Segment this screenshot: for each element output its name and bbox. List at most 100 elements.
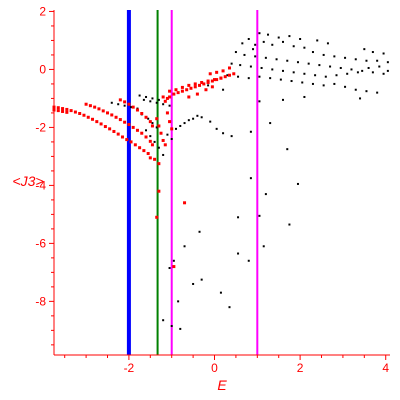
data-point-s0-136	[299, 37, 302, 40]
data-point-s0-90	[339, 66, 342, 69]
data-point-s0-107	[356, 71, 359, 74]
data-point-s1-61	[165, 111, 169, 115]
data-point-s0-117	[290, 80, 293, 83]
data-point-s1-8	[86, 115, 90, 119]
data-point-s0-104	[324, 75, 327, 78]
data-point-s1-62	[168, 120, 172, 124]
data-point-s1-26	[61, 109, 65, 113]
data-point-s1-55	[157, 124, 161, 128]
data-point-s0-31	[196, 114, 199, 117]
data-point-s1-1	[56, 106, 60, 110]
data-point-s1-86	[187, 83, 191, 87]
y-tick-label-0: 2	[39, 4, 46, 18]
data-point-s0-33	[209, 120, 212, 123]
data-point-s0-101	[292, 71, 295, 74]
data-point-s1-95	[210, 85, 214, 89]
data-point-s1-63	[170, 127, 174, 131]
x-tick-label-2: 2	[297, 361, 304, 375]
data-point-s1-85	[180, 85, 184, 89]
data-point-s1-39	[131, 125, 135, 129]
data-point-s1-17	[125, 138, 129, 142]
data-point-s1-57	[161, 138, 165, 142]
data-point-s1-64	[163, 99, 167, 103]
y-tick-label-5: -8	[35, 294, 46, 308]
data-point-s1-2	[61, 107, 65, 111]
data-point-s1-66	[168, 95, 172, 99]
data-point-s0-130	[207, 84, 210, 87]
data-point-s0-24	[166, 133, 169, 136]
data-point-s1-22	[146, 152, 150, 156]
x-tick-label-1: 0	[211, 361, 218, 375]
data-point-s0-74	[333, 55, 336, 58]
data-point-s1-6	[78, 112, 82, 115]
data-point-s0-99	[271, 68, 274, 71]
data-point-s0-52	[258, 214, 261, 217]
data-point-s1-92	[187, 95, 191, 99]
data-point-s0-78	[376, 59, 379, 62]
data-point-s0-139	[262, 40, 265, 43]
data-point-s0-93	[371, 71, 374, 74]
data-point-s0-57	[296, 182, 299, 185]
data-point-s1-13	[108, 127, 112, 131]
data-point-s0-1	[117, 103, 120, 106]
x-tick-label-0: -2	[124, 361, 135, 375]
data-point-s0-39	[172, 259, 175, 262]
data-point-s0-60	[258, 100, 261, 103]
data-point-s0-114	[258, 75, 261, 78]
data-point-s1-87	[193, 82, 197, 86]
data-point-s0-115	[269, 77, 272, 80]
data-point-s0-67	[252, 48, 255, 51]
data-point-s1-43	[148, 139, 152, 143]
data-point-s0-64	[258, 32, 261, 35]
data-point-s1-103	[172, 265, 176, 269]
data-point-s0-16	[151, 122, 154, 125]
data-point-s1-70	[185, 88, 189, 92]
data-point-s1-18	[129, 140, 133, 144]
y-axis-title: <J3>	[12, 173, 43, 189]
data-point-s0-48	[228, 306, 231, 309]
data-point-s0-87	[307, 62, 310, 65]
data-point-s0-137	[288, 35, 291, 38]
data-point-s1-12	[103, 125, 107, 129]
data-point-s1-36	[118, 118, 122, 122]
data-point-s0-44	[162, 319, 165, 322]
data-point-s0-29	[187, 119, 190, 122]
data-point-s1-44	[150, 143, 154, 147]
data-point-s1-14	[112, 129, 116, 133]
data-point-s1-38	[127, 123, 131, 127]
data-point-s0-8	[162, 103, 165, 106]
data-point-s0-30	[192, 117, 195, 120]
data-point-s1-19	[133, 143, 137, 147]
data-point-s1-102	[183, 201, 187, 205]
data-point-s1-80	[227, 73, 231, 77]
tick-labels: -2 0 2 4 2 0 -2 -4 -6 -8	[35, 4, 389, 375]
data-point-s1-77	[215, 78, 219, 82]
data-point-s0-27	[179, 124, 182, 127]
data-point-s1-74	[202, 82, 206, 86]
data-point-s1-88	[200, 80, 204, 84]
data-point-s0-134	[326, 42, 329, 45]
data-point-s1-82	[161, 95, 165, 99]
data-point-s0-47	[219, 291, 222, 294]
data-point-s0-66	[241, 42, 244, 45]
data-point-s0-133	[363, 48, 366, 51]
data-point-s1-23	[148, 156, 152, 160]
data-point-s0-120	[322, 84, 325, 87]
data-point-s1-40	[135, 128, 139, 132]
data-point-s1-15	[116, 132, 120, 136]
data-point-s0-69	[281, 40, 284, 43]
data-point-s0-126	[303, 95, 306, 98]
vertical-lines	[126, 10, 259, 355]
data-point-s0-113	[247, 77, 250, 80]
data-point-s1-31	[97, 107, 101, 111]
data-point-s0-121	[333, 82, 336, 85]
data-point-s0-13	[157, 98, 160, 101]
data-point-s0-3	[130, 106, 133, 109]
data-point-s1-49	[135, 108, 139, 112]
data-point-s0-75	[344, 56, 347, 59]
data-point-s0-63	[267, 33, 270, 36]
data-point-s1-93	[195, 92, 199, 96]
data-point-s0-89	[329, 65, 332, 68]
data-point-s0-51	[262, 245, 265, 248]
data-point-s1-56	[159, 131, 163, 135]
